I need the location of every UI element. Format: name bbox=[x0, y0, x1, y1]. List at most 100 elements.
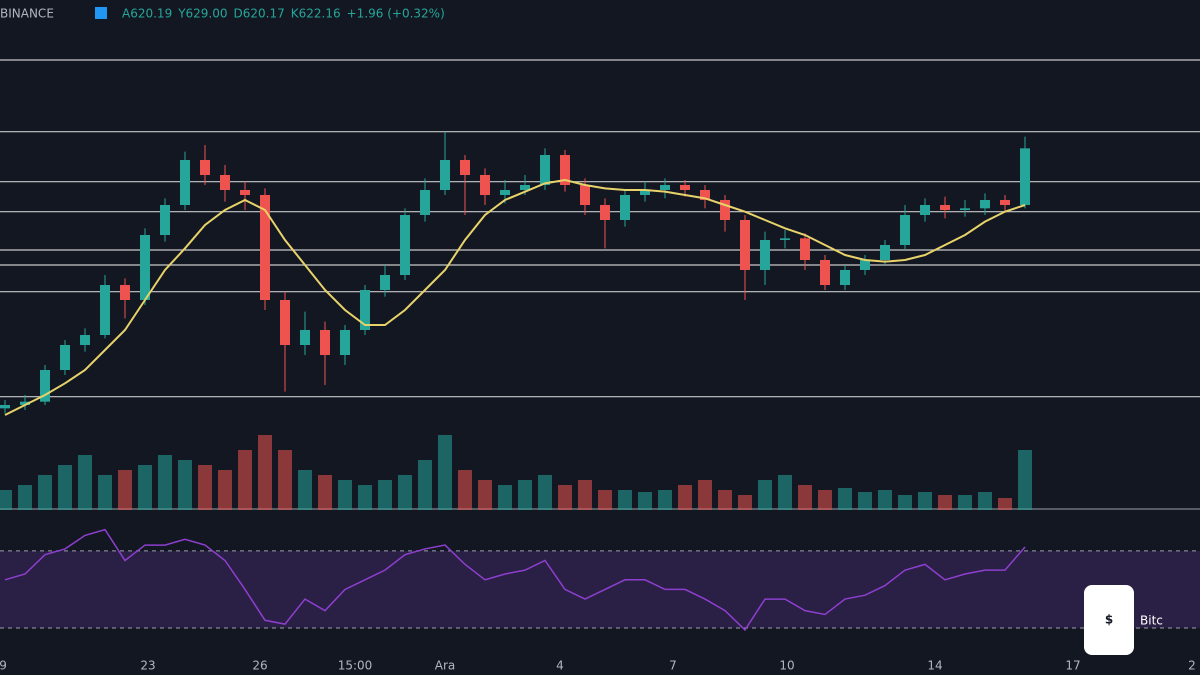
candle-body bbox=[540, 155, 550, 185]
volume-bar bbox=[18, 485, 32, 510]
x-tick-label: 15:00 bbox=[338, 659, 373, 673]
watermark-logo-symbol: $ bbox=[1105, 613, 1113, 627]
header-stat: A620.19 bbox=[122, 7, 172, 21]
candle-body bbox=[240, 190, 250, 195]
candle-body bbox=[280, 300, 290, 345]
volume-bar bbox=[718, 490, 732, 510]
candle-body bbox=[960, 208, 970, 210]
candle-body bbox=[160, 205, 170, 235]
volume-bar bbox=[258, 435, 272, 510]
volume-bar bbox=[38, 475, 52, 510]
volume-bar bbox=[198, 465, 212, 510]
candle-body bbox=[40, 370, 50, 402]
volume-bar bbox=[538, 475, 552, 510]
x-tick-label: 23 bbox=[140, 659, 155, 673]
candle-body bbox=[680, 185, 690, 190]
moving-average bbox=[4, 178, 1026, 416]
candle-body bbox=[920, 205, 930, 215]
candle-body bbox=[740, 220, 750, 270]
volume-bar bbox=[398, 475, 412, 510]
candle-body bbox=[380, 275, 390, 290]
x-tick-label: Ara bbox=[435, 659, 456, 673]
rsi-band-fill bbox=[0, 551, 1200, 628]
candle-body bbox=[360, 290, 370, 330]
candle-body bbox=[500, 190, 510, 195]
exchange: BINANCE bbox=[0, 7, 54, 21]
volume-bar bbox=[758, 480, 772, 510]
candle-body bbox=[900, 215, 910, 245]
watermark: Bitc bbox=[1140, 614, 1163, 628]
volume-bar bbox=[918, 492, 932, 510]
rsi-line bbox=[4, 528, 1026, 632]
candle-body bbox=[940, 205, 950, 210]
candle-body bbox=[440, 160, 450, 190]
volume-bar bbox=[598, 490, 612, 510]
volume-bar bbox=[98, 475, 112, 510]
volume-bar bbox=[838, 488, 852, 510]
volume-bar bbox=[898, 495, 912, 510]
volume-bar bbox=[858, 492, 872, 510]
volume-bar bbox=[558, 485, 572, 510]
volume-bar bbox=[58, 465, 72, 510]
candle-body bbox=[1000, 200, 1010, 205]
header-stats: A620.19 Y629.00 D620.17 K622.16 +1.96 (+0.32… bbox=[122, 7, 445, 21]
candle-body bbox=[0, 405, 10, 409]
x-tick-label: 7 bbox=[669, 659, 677, 673]
candle-body bbox=[480, 175, 490, 195]
candle-body bbox=[320, 330, 330, 355]
x-tick-label: 4 bbox=[556, 659, 564, 673]
candle-body bbox=[300, 330, 310, 345]
candle-body bbox=[200, 160, 210, 175]
volume-bar bbox=[0, 490, 12, 510]
candle-body bbox=[560, 155, 570, 185]
x-tick-label: 9 bbox=[0, 659, 7, 673]
volume-bar bbox=[338, 480, 352, 510]
volume-bar bbox=[518, 480, 532, 510]
candle-body bbox=[80, 335, 90, 345]
candle-body bbox=[140, 235, 150, 300]
x-tick-label: 2 bbox=[1188, 659, 1196, 673]
candle-body bbox=[100, 285, 110, 335]
candle-body bbox=[20, 401, 30, 405]
candle-body bbox=[260, 195, 270, 300]
candle-body bbox=[1020, 148, 1030, 205]
volume-bar bbox=[698, 480, 712, 510]
volume-bar bbox=[158, 455, 172, 510]
volume-bar bbox=[638, 492, 652, 510]
candle-body bbox=[720, 200, 730, 220]
candle-body bbox=[60, 345, 70, 370]
candle-body bbox=[340, 330, 350, 355]
volume-bar bbox=[318, 475, 332, 510]
volume-bar bbox=[478, 480, 492, 510]
x-tick-label: 10 bbox=[779, 659, 794, 673]
candle-body bbox=[760, 240, 770, 270]
candle-body bbox=[620, 195, 630, 220]
x-tick-label: 26 bbox=[252, 659, 267, 673]
volume-bar bbox=[218, 470, 232, 510]
plot: 9 23 26 15:00 Ara 4 7 10 14 17 2 bbox=[0, 59, 1200, 673]
volume-bar bbox=[138, 465, 152, 510]
volume-bar bbox=[498, 485, 512, 510]
volume-bar bbox=[738, 495, 752, 510]
volume-bar bbox=[458, 470, 472, 510]
volume-bar bbox=[118, 470, 132, 510]
candle-body bbox=[780, 238, 790, 240]
x-tick-label: 14 bbox=[927, 659, 942, 673]
candle-body bbox=[880, 245, 890, 260]
candle-body bbox=[860, 260, 870, 270]
candle-body bbox=[460, 160, 470, 175]
watermark-logo bbox=[1084, 585, 1134, 655]
volume-bar bbox=[978, 492, 992, 510]
volume-bar bbox=[678, 485, 692, 510]
header-stat: K622.16 bbox=[291, 7, 341, 21]
volume-bar bbox=[818, 490, 832, 510]
volume-bar bbox=[618, 490, 632, 510]
header-stat: D620.17 bbox=[234, 7, 285, 21]
icon bbox=[95, 7, 107, 19]
candle-body bbox=[520, 185, 530, 190]
volume-bar bbox=[438, 435, 452, 510]
candle-body bbox=[660, 185, 670, 190]
volume-bar bbox=[358, 485, 372, 510]
